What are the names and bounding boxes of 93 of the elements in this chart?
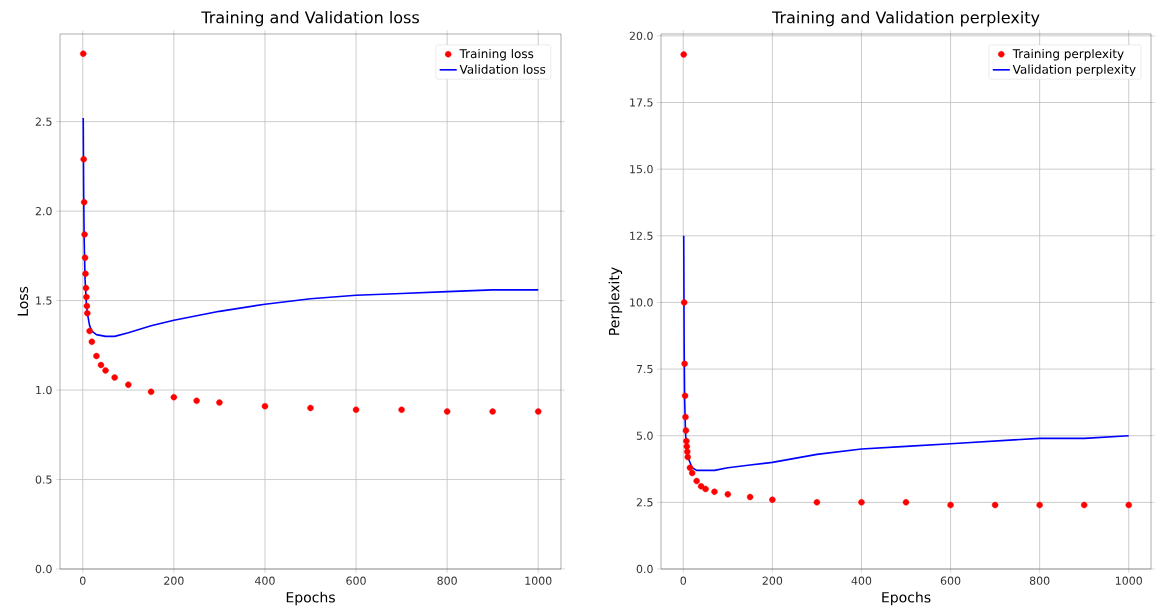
- x-tick-label: 0: [680, 576, 687, 585]
- y-tick-label: 1.0: [36, 385, 52, 395]
- point: [684, 453, 691, 461]
- point: [83, 302, 91, 310]
- y-tick-label: 0.0: [636, 564, 653, 574]
- point: [1036, 501, 1043, 509]
- legend-label: Validation perplexity: [1012, 64, 1136, 77]
- point: [93, 352, 100, 360]
- point: [216, 399, 223, 406]
- point: [86, 327, 93, 335]
- x-tick-label: 800: [437, 576, 457, 585]
- point: [82, 270, 89, 277]
- y-tick-label: 10.0: [630, 298, 653, 307]
- point: [991, 501, 999, 509]
- point: [1125, 501, 1132, 509]
- point: [680, 299, 688, 306]
- point: [813, 499, 821, 506]
- point: [702, 485, 709, 493]
- point: [682, 413, 689, 421]
- point: [1081, 501, 1088, 509]
- y-tick-label: 17.5: [630, 98, 653, 107]
- point: [102, 367, 109, 374]
- y-tick-label: 0.5: [35, 475, 52, 484]
- point: [684, 448, 691, 455]
- x-tick-label: 600: [346, 576, 366, 585]
- legend-label: Training perplexity: [1012, 48, 1124, 61]
- y-axis-title: Perplexity: [608, 267, 623, 335]
- point: [443, 408, 451, 415]
- point: [80, 198, 88, 206]
- y-tick-label: 2.5: [35, 117, 52, 126]
- point: [683, 437, 690, 445]
- point: [489, 408, 496, 415]
- point: [724, 491, 732, 498]
- point: [261, 402, 269, 410]
- point: [193, 397, 200, 405]
- x-tick-label: 200: [762, 576, 783, 585]
- point: [535, 408, 542, 415]
- point: [398, 406, 405, 413]
- line-series: [82, 117, 540, 338]
- point: [902, 499, 910, 506]
- y-tick-label: 12.5: [630, 231, 653, 240]
- point: [711, 488, 718, 495]
- x-axis-title: Epochs: [286, 591, 335, 606]
- y-tick-label: 2.0: [35, 206, 52, 216]
- point: [858, 499, 865, 506]
- point: [947, 501, 954, 509]
- point: [83, 293, 90, 301]
- y-tick-label: 1.5: [36, 296, 52, 305]
- y-tick-label: 15.0: [630, 164, 653, 174]
- legend-label: Training loss: [459, 48, 534, 61]
- chart-title: Training and Validation perplexity: [772, 10, 1040, 27]
- y-axis-title: Loss: [17, 286, 29, 316]
- point: [686, 464, 694, 471]
- x-tick-label: 400: [851, 576, 872, 585]
- x-tick-label: 0: [80, 576, 86, 585]
- x-tick-label: 200: [164, 576, 184, 585]
- y-tick-label: 5.0: [636, 431, 653, 440]
- x-tick-label: 800: [1029, 576, 1050, 585]
- point: [81, 231, 88, 238]
- x-tick-label: 1000: [525, 576, 552, 585]
- point: [147, 388, 155, 396]
- point: [84, 309, 91, 317]
- point: [111, 374, 118, 381]
- y-tick-label: 20.0: [629, 31, 653, 41]
- point: [82, 284, 90, 292]
- y-tick-label: 2.5: [636, 498, 653, 507]
- point: [352, 406, 360, 413]
- point: [697, 483, 705, 490]
- point: [680, 51, 687, 58]
- point: [97, 361, 105, 369]
- x-tick-label: 600: [940, 576, 961, 585]
- point: [682, 427, 690, 434]
- x-tick-label: 400: [254, 576, 275, 585]
- point: [307, 404, 314, 412]
- point: [88, 338, 96, 345]
- y-tick-label: 7.5: [636, 364, 653, 374]
- legend-label: Validation loss: [459, 64, 546, 74]
- y-tick-label: 0.0: [35, 564, 52, 574]
- point: [681, 392, 689, 399]
- x-axis-title: Epochs: [882, 591, 931, 606]
- point: [80, 156, 87, 163]
- point: [746, 493, 754, 501]
- x-tick-label: 1000: [1115, 576, 1142, 585]
- point: [170, 394, 178, 401]
- point: [80, 50, 87, 57]
- point: [681, 360, 688, 367]
- point: [769, 496, 776, 503]
- point: [81, 254, 89, 261]
- chart-title: Training and Validation loss: [201, 10, 419, 27]
- point: [683, 443, 691, 450]
- point: [688, 469, 696, 477]
- point: [125, 381, 132, 388]
- point: [693, 477, 700, 485]
